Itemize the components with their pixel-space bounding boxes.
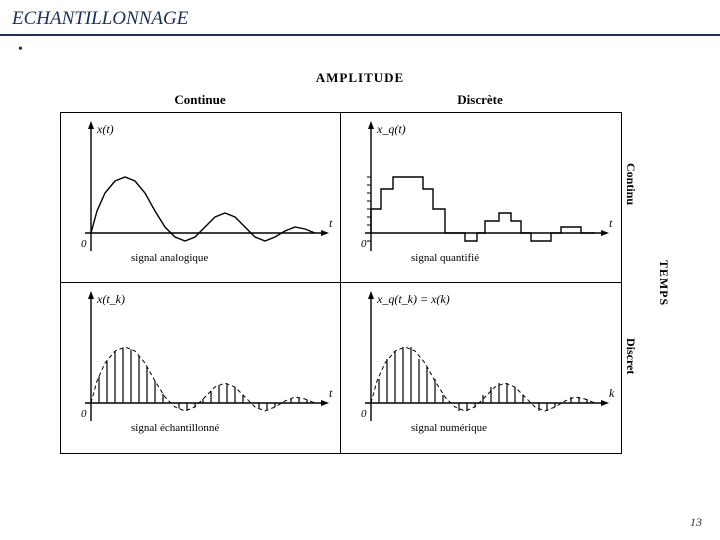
title-bar: ECHANTILLONNAGE [0,0,720,36]
page-number: 13 [690,515,702,530]
row-header-discret: Discret [623,338,638,374]
svg-text:0: 0 [361,238,367,250]
svg-text:x_q(t): x_q(t) [376,122,406,136]
col-header-continue: Continue [60,92,340,112]
row-header-continu: Continu [623,163,638,205]
amplitude-axis-label: AMPLITUDE [60,70,660,86]
svg-text:x(t_k): x(t_k) [96,292,125,306]
row-headers: Continu Discret [623,113,651,453]
svg-text:signal numérique: signal numérique [411,422,487,434]
svg-text:signal échantillonné: signal échantillonné [131,422,219,434]
col-header-discrete: Discrète [340,92,620,112]
svg-text:t: t [329,216,333,230]
svg-text:0: 0 [81,408,87,420]
svg-text:0: 0 [81,238,87,250]
chart-grid: 0 x(t) t signal analogique 0 x_q(t)t signal q… [60,112,622,454]
svg-text:x_q(t_k) = x(k): x_q(t_k) = x(k) [376,292,450,306]
panel-analog: 0 x(t) t signal analogique [61,113,341,283]
svg-text:signal analogique: signal analogique [131,252,208,264]
bullet-point: • [0,36,720,64]
column-headers: Continue Discrète [60,92,620,112]
svg-text:t: t [609,216,613,230]
svg-text:t: t [329,386,333,400]
panel-digital: 0 x_q(t_k) = x(k) k signal numérique [341,283,621,453]
figure-container: AMPLITUDE Continue Discrète 0 x(t) t signal… [60,70,660,454]
svg-text:x(t): x(t) [96,122,114,136]
temps-axis-label: TEMPS [656,260,671,306]
svg-text:signal quantifié: signal quantifié [411,252,479,264]
svg-text:k: k [609,386,615,400]
panel-sampled: 0 x(t_k)t signal échantillonné [61,283,341,453]
panel-quantified: 0 x_q(t)t signal quantifié [341,113,621,283]
page-title: ECHANTILLONNAGE [12,8,188,29]
svg-text:0: 0 [361,408,367,420]
